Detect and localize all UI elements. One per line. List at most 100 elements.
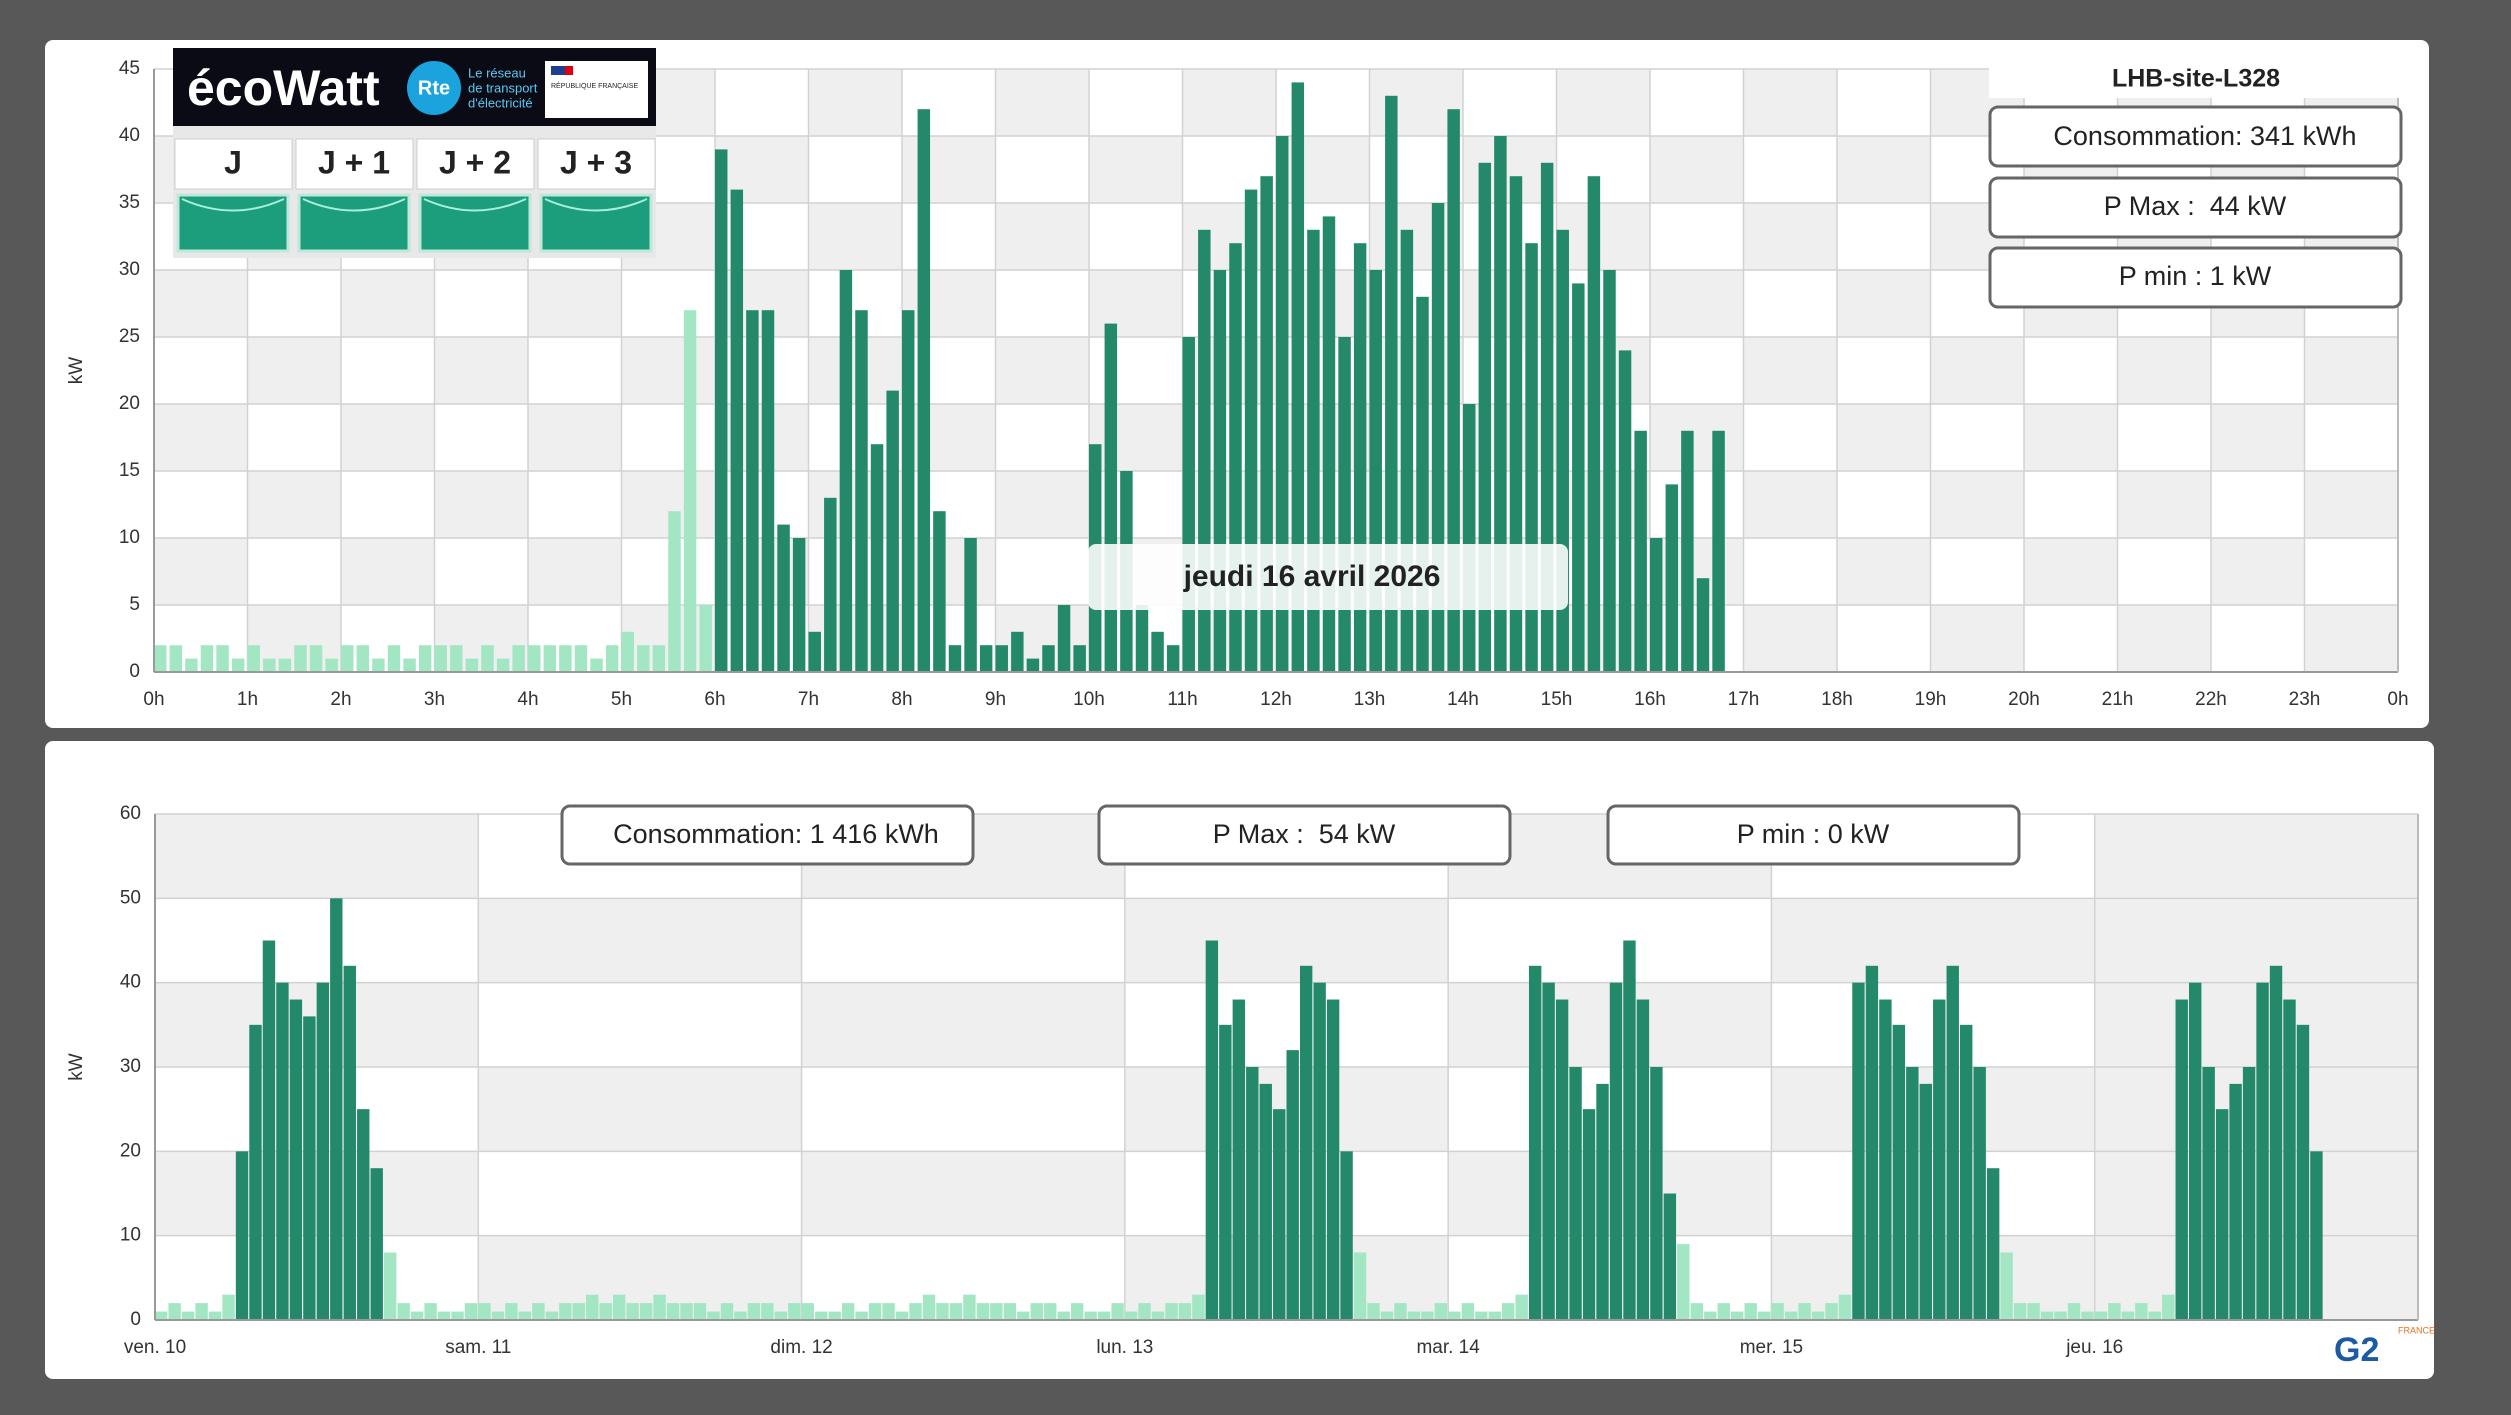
- bar: [450, 645, 462, 672]
- plot-cell: [528, 471, 622, 538]
- y-axis-label: kW: [66, 1053, 87, 1081]
- x-tick-label: 16h: [1634, 689, 1666, 710]
- bar: [668, 511, 680, 672]
- plot-cell: [341, 471, 435, 538]
- bar: [1416, 297, 1428, 672]
- bar: [1327, 1000, 1339, 1320]
- bar: [1852, 983, 1864, 1320]
- bar: [640, 1303, 652, 1320]
- bar: [980, 645, 992, 672]
- plot-cell: [1276, 69, 1370, 136]
- plot-cell: [1837, 471, 1931, 538]
- y-tick-label: 0: [129, 661, 140, 682]
- x-tick-label: mer. 15: [1740, 1337, 1803, 1358]
- bar: [1300, 966, 1312, 1320]
- x-tick-label: 23h: [2289, 689, 2321, 710]
- plot-cell: [248, 404, 342, 471]
- bar: [1798, 1303, 1810, 1320]
- plot-cell: [2211, 337, 2305, 404]
- day-label: J + 1: [318, 144, 390, 180]
- x-tick-label: 5h: [611, 689, 632, 710]
- bar: [694, 1303, 706, 1320]
- bar: [1105, 324, 1117, 672]
- x-tick-label: sam. 11: [445, 1337, 511, 1358]
- bar: [1619, 350, 1631, 672]
- site-name: LHB-site-L328: [2112, 65, 2280, 93]
- y-tick-label: 60: [120, 803, 141, 824]
- bar: [357, 645, 369, 672]
- bar: [1179, 1303, 1191, 1320]
- bar: [762, 310, 774, 672]
- bar: [155, 1312, 167, 1320]
- bar: [154, 645, 166, 672]
- bar: [2027, 1303, 2039, 1320]
- bar: [2243, 1067, 2255, 1320]
- bar: [1556, 1000, 1568, 1320]
- bar: [2108, 1303, 2120, 1320]
- bar: [1004, 1303, 1016, 1320]
- bar: [1017, 1312, 1029, 1320]
- bar: [699, 605, 711, 672]
- bar: [2256, 983, 2268, 1320]
- bar: [1435, 1303, 1447, 1320]
- bar: [481, 645, 493, 672]
- bar: [182, 1312, 194, 1320]
- bar: [1084, 1312, 1096, 1320]
- bar: [950, 1303, 962, 1320]
- bar: [1691, 1303, 1703, 1320]
- plot-cell: [1837, 337, 1931, 404]
- bar: [1906, 1067, 1918, 1320]
- x-tick-label: 20h: [2008, 689, 2040, 710]
- day-label: J + 2: [439, 144, 511, 180]
- x-tick-label: 0h: [143, 689, 164, 710]
- bar: [1394, 1303, 1406, 1320]
- bar: [341, 645, 353, 672]
- bar: [573, 1303, 585, 1320]
- plot-cell: [1089, 203, 1183, 270]
- plot-cell: [2024, 471, 2118, 538]
- bar: [1233, 1000, 1245, 1320]
- bar: [424, 1303, 436, 1320]
- bar: [855, 310, 867, 672]
- bar: [1381, 1312, 1393, 1320]
- bar: [761, 1303, 773, 1320]
- y-tick-label: 15: [119, 460, 140, 481]
- bar: [1246, 1067, 1258, 1320]
- bar: [1542, 983, 1554, 1320]
- plot-cell: [809, 136, 903, 203]
- plot-cell: [2024, 605, 2118, 672]
- bar: [497, 659, 509, 672]
- x-tick-label: 21h: [2102, 689, 2134, 710]
- bar: [2189, 983, 2201, 1320]
- bar: [1354, 1253, 1366, 1320]
- bar: [1338, 337, 1350, 672]
- bar: [1313, 983, 1325, 1320]
- bar: [1073, 645, 1085, 672]
- bar: [1489, 1312, 1501, 1320]
- bar: [294, 645, 306, 672]
- bar: [1879, 1000, 1891, 1320]
- bar: [2202, 1067, 2214, 1320]
- bar: [936, 1303, 948, 1320]
- bar: [544, 645, 556, 672]
- bar: [622, 632, 634, 672]
- bar: [1920, 1084, 1932, 1320]
- bar: [902, 310, 914, 672]
- x-tick-label: jeu. 16: [2065, 1337, 2123, 1358]
- bar: [1515, 1295, 1527, 1320]
- stat-text: P Max : 44 kW: [2104, 191, 2287, 221]
- y-tick-label: 10: [120, 1225, 141, 1246]
- plot-cell: [622, 270, 716, 337]
- ecowatt-widget: écoWatt Rte Le réseau de transport d'éle…: [173, 48, 656, 258]
- bar: [1718, 1303, 1730, 1320]
- x-tick-label: 17h: [1728, 689, 1760, 710]
- bar: [734, 1312, 746, 1320]
- bar: [317, 983, 329, 1320]
- y-tick-label: 10: [119, 527, 140, 548]
- plot-cell: [248, 270, 342, 337]
- bar: [1960, 1025, 1972, 1320]
- bar: [575, 645, 587, 672]
- bar: [1785, 1312, 1797, 1320]
- bar: [1666, 484, 1678, 672]
- bar: [1529, 966, 1541, 1320]
